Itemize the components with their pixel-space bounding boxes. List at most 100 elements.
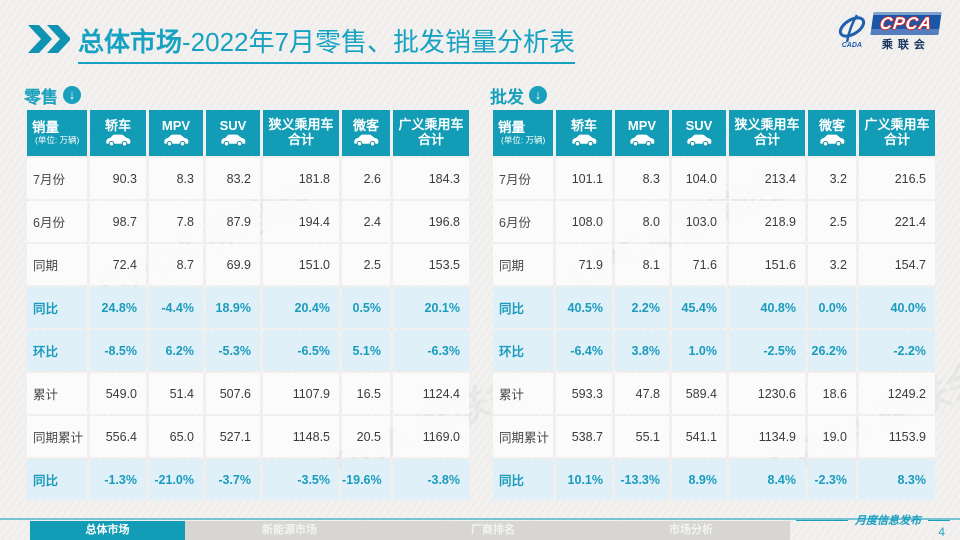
table-cell: 3.2	[808, 244, 856, 285]
column-label: SUV	[685, 117, 713, 133]
column-sublabel: (单位: 万辆)	[35, 134, 80, 145]
row-label: 同期累计	[493, 416, 553, 457]
table-cell: 103.0	[672, 201, 726, 242]
column-header: 广义乘用车 合计	[859, 110, 935, 156]
table-cell: 108.0	[556, 201, 612, 242]
table-cell: 527.1	[206, 416, 260, 457]
tab-nev-market[interactable]: 新能源市场	[262, 524, 317, 536]
table-row: 累计 593.3 47.8 589.4 1230.6 18.6 1249.2	[493, 373, 935, 414]
table-cell: 0.5%	[342, 287, 390, 328]
table-row: 同比 -1.3% -21.0% -3.7% -3.5% -19.6% -3.8%	[27, 459, 469, 500]
table-cell: 104.0	[672, 158, 726, 199]
footer-tab-bar: 新能源市场 厂商排名 市场分析	[185, 521, 790, 540]
row-label: 同比	[27, 287, 87, 328]
column-header: 销量 (单位: 万辆)	[27, 110, 87, 156]
row-label: 同比	[27, 459, 87, 500]
cpca-label: CPCA	[878, 14, 934, 33]
row-label: 环比	[27, 330, 87, 371]
table-row: 环比 -6.4% 3.8% 1.0% -2.5% 26.2% -2.2%	[493, 330, 935, 371]
column-label: 合计	[883, 132, 910, 147]
table-row: 同期累计 556.4 65.0 527.1 1148.5 20.5 1169.0	[27, 416, 469, 457]
table-cell: -6.3%	[393, 330, 469, 371]
cpca-box: CPCA	[870, 12, 942, 35]
table-cell: 541.1	[672, 416, 726, 457]
row-label: 7月份	[27, 158, 87, 199]
sedan-icon	[556, 134, 612, 148]
wholesale-table-container: 销量 (单位: 万辆) 轿车 MPV SUV 狭义乘用车 合计 微客 广义乘用车 合计 7月份 101…	[490, 108, 936, 502]
row-label: 累计	[493, 373, 553, 414]
table-cell: 10.1%	[556, 459, 612, 500]
table-row: 同比 40.5% 2.2% 45.4% 40.8% 0.0% 40.0%	[493, 287, 935, 328]
download-arrow-icon: ↓	[529, 86, 547, 104]
column-label: 狭义乘用车	[268, 117, 334, 133]
table-cell: 98.7	[90, 201, 146, 242]
cpca-org-label: 乘联会	[881, 39, 930, 51]
column-header: SUV	[206, 110, 260, 156]
suv-icon	[672, 134, 726, 148]
sales-table: 销量 (单位: 万辆) 轿车 MPV SUV 狭义乘用车 合计 微客 广义乘用车 合计 7月份 101…	[490, 108, 938, 502]
table-cell: 90.3	[90, 158, 146, 199]
column-header: 销量 (单位: 万辆)	[493, 110, 553, 156]
cada-label: CADA	[841, 42, 862, 49]
table-cell: -3.5%	[263, 459, 339, 500]
slide-header: 总体市场-2022年7月零售、批发销量分析表	[28, 22, 575, 64]
column-label: 轿车	[570, 117, 597, 133]
table-cell: 40.0%	[859, 287, 935, 328]
table-cell: 1.0%	[672, 330, 726, 371]
row-label: 7月份	[493, 158, 553, 199]
column-header: 轿车	[90, 110, 146, 156]
table-cell: -13.3%	[615, 459, 669, 500]
table-cell: 71.6	[672, 244, 726, 285]
table-cell: 16.5	[342, 373, 390, 414]
table-cell: 0.0%	[808, 287, 856, 328]
table-cell: 556.4	[90, 416, 146, 457]
table-cell: 87.9	[206, 201, 260, 242]
table-row: 6月份 108.0 8.0 103.0 218.9 2.5 221.4	[493, 201, 935, 242]
retail-section: 零售 ↓ 销量 (单位: 万辆) 轿车 MPV SUV 狭义乘用车 合计 微客 广义乘用车 合计 7…	[24, 84, 470, 502]
footer-note-text: 月度信息发布	[855, 515, 921, 527]
double-chevron-icon	[28, 25, 71, 58]
column-label: 合计	[753, 132, 780, 147]
table-cell: 593.3	[556, 373, 612, 414]
table-cell: -2.2%	[859, 330, 935, 371]
table-row: 同比 24.8% -4.4% 18.9% 20.4% 0.5% 20.1%	[27, 287, 469, 328]
note-line-left	[796, 519, 848, 521]
column-header: MPV	[149, 110, 203, 156]
table-cell: 19.0	[808, 416, 856, 457]
table-row: 环比 -8.5% 6.2% -5.3% -6.5% 5.1% -6.3%	[27, 330, 469, 371]
tab-market-analysis[interactable]: 市场分析	[669, 524, 713, 536]
page-title: 总体市场-2022年7月零售、批发销量分析表	[78, 22, 575, 64]
table-cell: 24.8%	[90, 287, 146, 328]
table-cell: 538.7	[556, 416, 612, 457]
note-line-right	[928, 519, 950, 521]
column-header: MPV	[615, 110, 669, 156]
row-label: 6月份	[27, 201, 87, 242]
tab-manufacturer-ranking[interactable]: 厂商排名	[471, 524, 515, 536]
column-label: 销量	[32, 120, 59, 136]
table-cell: 40.8%	[729, 287, 805, 328]
table-cell: 101.1	[556, 158, 612, 199]
column-header: 狭义乘用车 合计	[263, 110, 339, 156]
table-row: 7月份 101.1 8.3 104.0 213.4 3.2 216.5	[493, 158, 935, 199]
table-row: 同期 72.4 8.7 69.9 151.0 2.5 153.5	[27, 244, 469, 285]
tab-overall-market[interactable]: 总体市场	[30, 521, 185, 540]
table-cell: 213.4	[729, 158, 805, 199]
table-cell: -2.5%	[729, 330, 805, 371]
row-label: 6月份	[493, 201, 553, 242]
table-cell: 83.2	[206, 158, 260, 199]
table-cell: 8.4%	[729, 459, 805, 500]
wholesale-section-header: 批发 ↓	[490, 84, 936, 107]
table-cell: 196.8	[393, 201, 469, 242]
table-cell: 69.9	[206, 244, 260, 285]
column-label: 合计	[417, 132, 444, 147]
table-cell: 2.5	[808, 201, 856, 242]
table-cell: 6.2%	[149, 330, 203, 371]
mpv-icon	[149, 134, 203, 148]
table-cell: 55.1	[615, 416, 669, 457]
column-header: SUV	[672, 110, 726, 156]
row-label: 同期累计	[27, 416, 87, 457]
table-cell: 20.1%	[393, 287, 469, 328]
table-cell: 8.1	[615, 244, 669, 285]
microvan-icon	[808, 134, 856, 148]
table-cell: 194.4	[263, 201, 339, 242]
